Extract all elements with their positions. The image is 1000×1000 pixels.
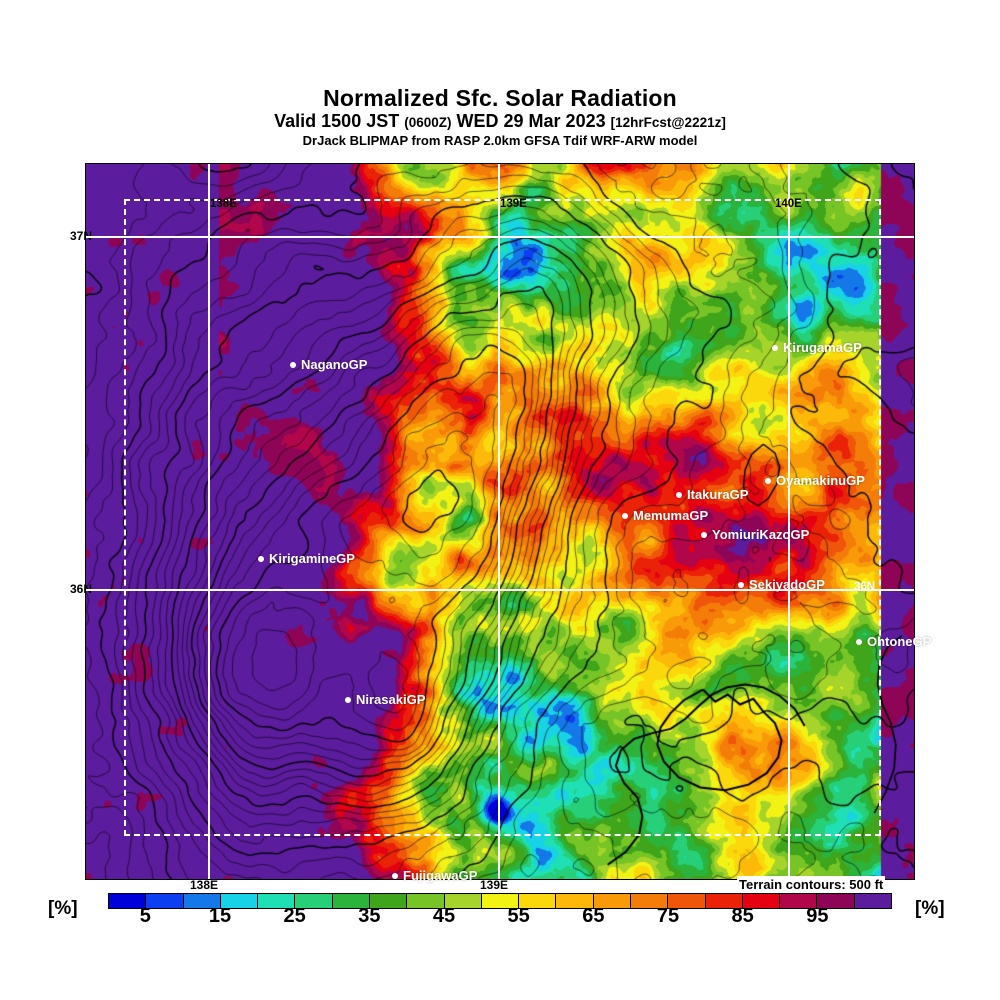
solar-radiation-heatmap — [86, 164, 914, 879]
station-label: FujigawaGP — [403, 868, 478, 883]
station-marker-itakuragp[interactable]: ItakuraGP — [676, 487, 748, 502]
map-lon-label-139e: 139E — [500, 198, 527, 210]
station-marker-kirugamagp[interactable]: KirugamaGP — [772, 340, 862, 355]
page-title: Normalized Sfc. Solar Radiation — [323, 85, 677, 111]
axis-label-37n: 37N — [70, 229, 93, 243]
colorbar-segment-7 — [369, 894, 408, 908]
station-dot-icon — [290, 361, 296, 368]
colorbar-segment-10 — [481, 894, 520, 908]
station-dot-icon — [701, 531, 707, 538]
colorbar-tick-55: 55 — [507, 905, 530, 927]
station-label: NaganoGP — [301, 357, 368, 372]
colorbar-tick-25: 25 — [283, 905, 306, 927]
gridline-lon-138e — [208, 164, 210, 879]
station-label: SekiyadoGP — [749, 577, 825, 592]
gridline-lon-140e — [788, 164, 790, 879]
station-marker-fujigawagp[interactable]: FujigawaGP — [392, 868, 477, 883]
map-lon-label-140e: 140E — [775, 198, 802, 210]
station-marker-naganogp[interactable]: NaganoGP — [290, 357, 367, 372]
colorbar-segment-14 — [630, 894, 669, 908]
station-dot-icon — [856, 638, 862, 645]
colorbar-segment-5 — [295, 894, 333, 908]
colorbar-segment-1 — [146, 894, 184, 908]
station-marker-memumagp[interactable]: MemumaGP — [622, 508, 708, 523]
colorbar-segment-9 — [444, 894, 482, 908]
station-label: YomiuriKazoGP — [712, 527, 810, 542]
station-marker-nirasakigp[interactable]: NirasakiGP — [345, 692, 425, 707]
station-dot-icon — [392, 872, 398, 879]
colorbar-segment-4 — [258, 894, 296, 908]
gridline-lat-37n — [86, 236, 914, 238]
station-dot-icon — [676, 491, 682, 498]
station-label: NirasakiGP — [356, 692, 426, 707]
station-label: ItakuraGP — [687, 487, 749, 502]
station-dot-icon — [622, 512, 628, 519]
axis-label-138e: 138E — [190, 878, 219, 892]
terrain-contours-note: Terrain contours: 500 ft — [737, 876, 886, 893]
colorbar-segment-16 — [705, 894, 743, 908]
colorbar-unit-right: [%] — [915, 898, 945, 919]
colorbar-segment-2 — [183, 894, 221, 908]
station-label: OhtoneGP — [867, 634, 932, 649]
station-dot-icon — [765, 477, 771, 484]
colorbar-segment-17 — [742, 894, 781, 908]
map-lat-label-36n-right: 36N — [854, 581, 876, 593]
valid-time-line: Valid 1500 JST (0600Z) WED 29 Mar 2023 [… — [0, 112, 1000, 131]
station-marker-kirigaminegp[interactable]: KirigamineGP — [258, 551, 355, 566]
map-panel[interactable]: 138E 139E 140E 36N — [85, 163, 915, 880]
colorbar-tick-15: 15 — [208, 905, 232, 927]
colorbar-segment-20 — [854, 894, 891, 908]
colorbar-segment-0 — [109, 894, 147, 908]
station-dot-icon — [345, 696, 351, 703]
station-dot-icon — [738, 581, 744, 588]
station-marker-oyamakinugp[interactable]: OyamakinuGP — [765, 473, 865, 488]
station-label: MemumaGP — [633, 508, 709, 523]
gridline-lat-36n — [86, 589, 914, 591]
colorbar-tick-45: 45 — [432, 905, 456, 927]
station-dot-icon — [258, 555, 264, 562]
axis-label-36n: 36N — [70, 582, 93, 596]
colorbar-tick-85: 85 — [731, 905, 754, 927]
station-label: KirugamaGP — [783, 340, 862, 355]
axis-label-139e: 139E — [480, 878, 509, 892]
map-lon-label-138e: 138E — [210, 198, 237, 210]
colorbar-tick-75: 75 — [656, 905, 680, 927]
colorbar-segment-13 — [593, 894, 631, 908]
colorbar-segment-19 — [817, 894, 855, 908]
model-source-line: DrJack BLIPMAP from RASP 2.0km GFSA Tdif… — [302, 133, 698, 149]
valid-utc: (0600Z) — [404, 115, 452, 131]
colorbar[interactable] — [108, 893, 892, 909]
colorbar-segment-15 — [668, 894, 706, 908]
colorbar-segment-18 — [780, 894, 818, 908]
station-marker-yomiurikazogp[interactable]: YomiuriKazoGP — [701, 527, 809, 542]
station-marker-sekiyadogp[interactable]: SekiyadoGP — [738, 577, 825, 592]
station-dot-icon — [772, 344, 778, 351]
colorbar-segment-3 — [220, 894, 259, 908]
colorbar-tick-35: 35 — [358, 905, 381, 927]
colorbar-segment-6 — [332, 894, 370, 908]
forecast-tag: [12hrFcst@2221z] — [610, 115, 726, 131]
valid-time: Valid 1500 JST — [274, 111, 400, 132]
colorbar-unit-left: [%] — [48, 898, 78, 919]
station-label: KirigamineGP — [269, 551, 355, 566]
station-marker-ohtonegp[interactable]: OhtoneGP — [856, 634, 931, 649]
colorbar-tick-95: 95 — [806, 905, 829, 927]
colorbar-segment-11 — [519, 894, 557, 908]
model-domain-box — [124, 199, 881, 836]
colorbar-tick-65: 65 — [582, 905, 605, 927]
colorbar-tick-5: 5 — [139, 905, 151, 927]
colorbar-segment-8 — [407, 894, 445, 908]
colorbar-segment-12 — [556, 894, 594, 908]
station-label: OyamakinuGP — [776, 473, 865, 488]
valid-date: WED 29 Mar 2023 — [456, 111, 606, 132]
gridline-lon-139e — [498, 164, 500, 879]
title-block: Normalized Sfc. Solar Radiation Valid 15… — [0, 86, 1000, 148]
